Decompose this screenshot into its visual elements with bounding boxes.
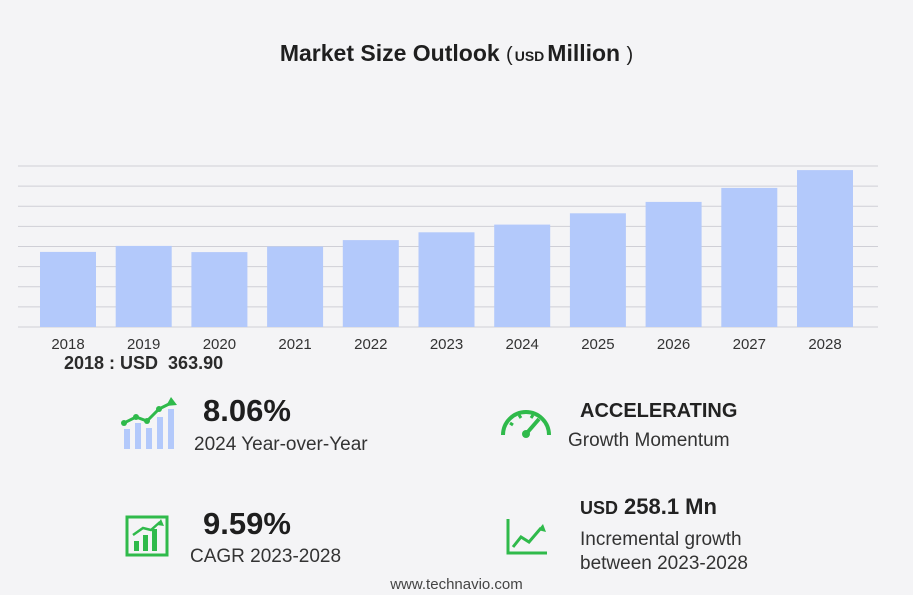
x-tick-2022: 2022 [354, 336, 387, 353]
incremental-label-line1: Incremental growth [580, 529, 742, 550]
base-year-value: 2018 : USD 363.90 [64, 353, 224, 373]
x-tick-2019: 2019 [127, 336, 160, 353]
growth-chart-icon [121, 397, 177, 449]
incremental-label-line2: between 2023-2028 [580, 553, 748, 574]
x-tick-2018: 2018 [51, 336, 84, 353]
cagr-value: 9.59% [203, 506, 291, 541]
bar-2022 [342, 240, 399, 327]
trend-line-icon [506, 519, 547, 555]
yoy-label: 2024 Year-over-Year [194, 434, 368, 455]
x-tick-labels: 2018 2019 2020 2021 2022 2023 2024 2025 2026 2027… [51, 336, 841, 353]
x-tick-2025: 2025 [581, 336, 614, 353]
bar-growth-icon [125, 515, 169, 557]
title-unit: Million [547, 40, 621, 66]
incremental-currency: USD [580, 498, 619, 518]
momentum-label: Growth Momentum [568, 430, 730, 451]
bar-2023 [418, 232, 475, 327]
yoy-value: 8.06% [203, 393, 291, 428]
incremental-value: USD 258.1 Mn [580, 494, 717, 520]
title-close-paren: ) [626, 44, 634, 66]
momentum-value: ACCELERATING [580, 400, 738, 422]
title-open-paren: ( [506, 44, 513, 66]
speedometer-icon [501, 410, 551, 438]
bar-2019 [115, 245, 172, 327]
title-text: Market Size Outlook [279, 40, 500, 66]
bars [40, 170, 853, 327]
x-tick-2028: 2028 [808, 336, 841, 353]
x-tick-2021: 2021 [278, 336, 311, 353]
x-tick-2023: 2023 [430, 336, 463, 353]
incremental-amount: 258.1 Mn [624, 494, 717, 519]
bar-2021 [267, 246, 324, 327]
x-tick-2027: 2027 [733, 336, 766, 353]
bar-2025 [569, 213, 626, 327]
x-tick-2024: 2024 [506, 336, 539, 353]
website-footer: www.technavio.com [390, 576, 523, 593]
bar-2020 [191, 252, 248, 327]
title-currency: USD [514, 48, 545, 64]
x-tick-2026: 2026 [657, 336, 690, 353]
market-size-bar-chart: 2018 2019 2020 2021 2022 2023 2024 2025 2026 2027… [18, 165, 878, 353]
chart-title: Market Size Outlook (USD Million ) [0, 40, 913, 67]
cagr-label: CAGR 2023-2028 [190, 546, 342, 567]
bar-2027 [721, 187, 778, 327]
bar-2018 [40, 251, 96, 327]
bar-2026 [645, 201, 702, 327]
bar-2028 [797, 170, 853, 327]
bar-2024 [494, 224, 551, 327]
x-tick-2020: 2020 [203, 336, 236, 353]
